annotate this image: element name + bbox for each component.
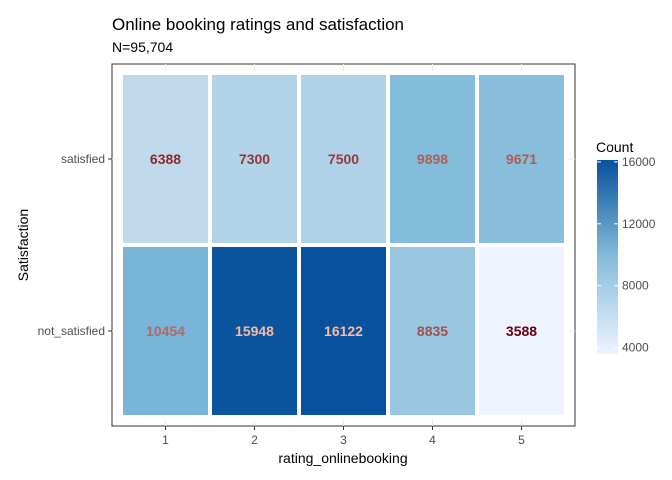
x-tick-label: 5 xyxy=(518,433,525,447)
legend-tick-label: 16000 xyxy=(622,155,656,169)
cell-value-label: 15948 xyxy=(235,323,274,339)
heatmap-cell xyxy=(475,71,568,247)
cell-value-label: 9898 xyxy=(417,151,448,167)
y-tick-label: satisfied xyxy=(61,152,105,166)
x-tick-label: 4 xyxy=(429,433,436,447)
y-axis-title: Satisfaction xyxy=(15,209,31,281)
legend-colorbar xyxy=(597,160,618,354)
heatmap-cell xyxy=(475,243,568,419)
cell-value-label: 9671 xyxy=(506,151,537,167)
x-tick-label: 2 xyxy=(251,433,258,447)
chart-title: Online booking ratings and satisfaction xyxy=(112,15,404,34)
x-axis-ticks: 1 2 3 4 5 xyxy=(162,426,525,447)
heatmap-cell-labels: 6388 7300 7500 9898 9671 10454 15948 16122 8835 3… xyxy=(146,151,537,339)
legend-ticks: 4000 8000 12000 16000 xyxy=(597,155,656,355)
chart-subtitle: N=95,704 xyxy=(112,39,173,55)
y-axis-ticks: not_satisfied satisfied xyxy=(38,152,112,338)
legend-tick-label: 8000 xyxy=(622,279,649,293)
legend-title: Count xyxy=(596,139,633,155)
heatmap-cells xyxy=(119,71,568,419)
y-tick-label: not_satisfied xyxy=(38,324,105,338)
x-tick-label: 1 xyxy=(162,433,169,447)
x-tick-label: 3 xyxy=(340,433,347,447)
cell-value-label: 7500 xyxy=(328,151,359,167)
cell-value-label: 16122 xyxy=(324,323,363,339)
cell-value-label: 7300 xyxy=(239,151,270,167)
heatmap-cell xyxy=(208,71,301,247)
heatmap-cell xyxy=(119,71,212,247)
cell-value-label: 8835 xyxy=(417,323,448,339)
cell-value-label: 6388 xyxy=(150,151,181,167)
cell-value-label: 3588 xyxy=(506,323,537,339)
heatmap-cell xyxy=(386,71,479,247)
cell-value-label: 10454 xyxy=(146,323,185,339)
heatmap-cell xyxy=(297,243,390,419)
legend-tick-label: 4000 xyxy=(622,341,649,355)
x-axis-title: rating_onlinebooking xyxy=(278,450,407,466)
legend-tick-label: 12000 xyxy=(622,217,656,231)
